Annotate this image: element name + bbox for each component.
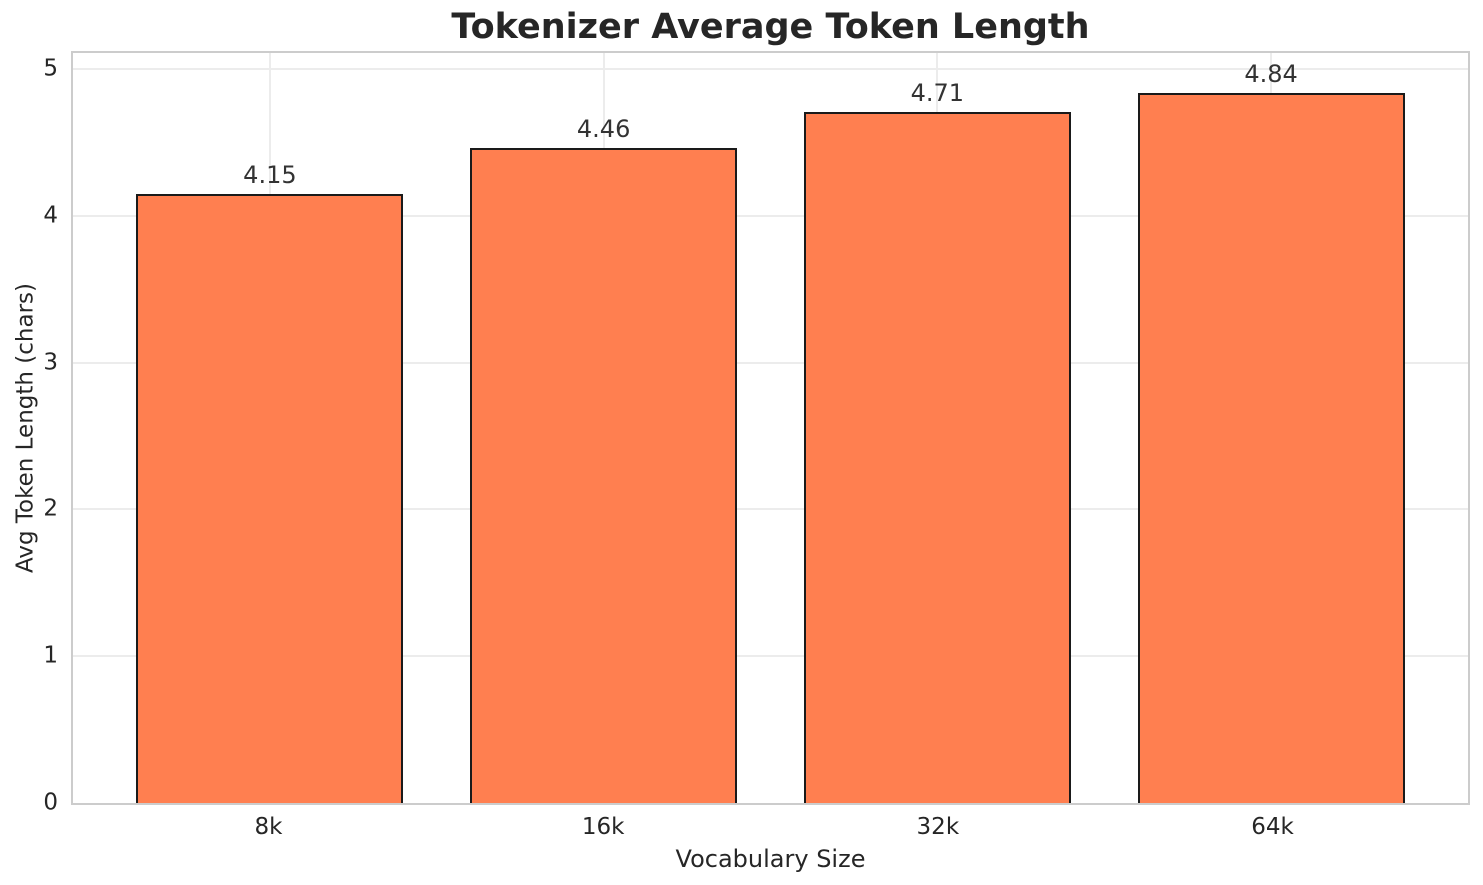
y-tick-label: 4	[43, 202, 58, 229]
y-gridline	[73, 655, 1468, 658]
y-axis-ticks: 0 1 2 3 4 5	[0, 53, 58, 814]
y-tick-label: 5	[43, 55, 58, 82]
bar-32k	[803, 111, 1071, 803]
y-gridline	[73, 361, 1468, 364]
y-tick-label: 1	[43, 642, 58, 669]
x-tick-label: 8k	[254, 814, 283, 840]
bar-value-label: 4.46	[576, 115, 631, 144]
y-tick-label: 3	[43, 349, 58, 376]
bar-8k	[136, 193, 404, 803]
y-gridline	[73, 214, 1468, 217]
bar-value-label: 4.84	[1244, 59, 1298, 88]
x-tick-label: 32k	[916, 814, 960, 840]
x-tick-label: 64k	[1251, 814, 1294, 840]
bar-64k	[1137, 92, 1405, 803]
x-tick-label: 16k	[581, 814, 625, 840]
y-gridline	[73, 508, 1468, 511]
y-tick-label: 2	[43, 495, 58, 522]
bar-value-label: 4.15	[243, 160, 297, 189]
y-tick-label: 0	[43, 789, 58, 816]
y-gridline	[73, 68, 1468, 71]
plot-area: 4.15 4.46 4.71 4.84	[71, 51, 1470, 805]
bar-16k	[470, 148, 738, 803]
bar-value-label: 4.71	[910, 78, 965, 107]
x-axis-label: Vocabulary Size	[675, 845, 866, 873]
x-axis-ticks: 8k 16k 32k 64k	[71, 816, 1470, 842]
chart-title: Tokenizer Average Token Length	[451, 7, 1090, 47]
